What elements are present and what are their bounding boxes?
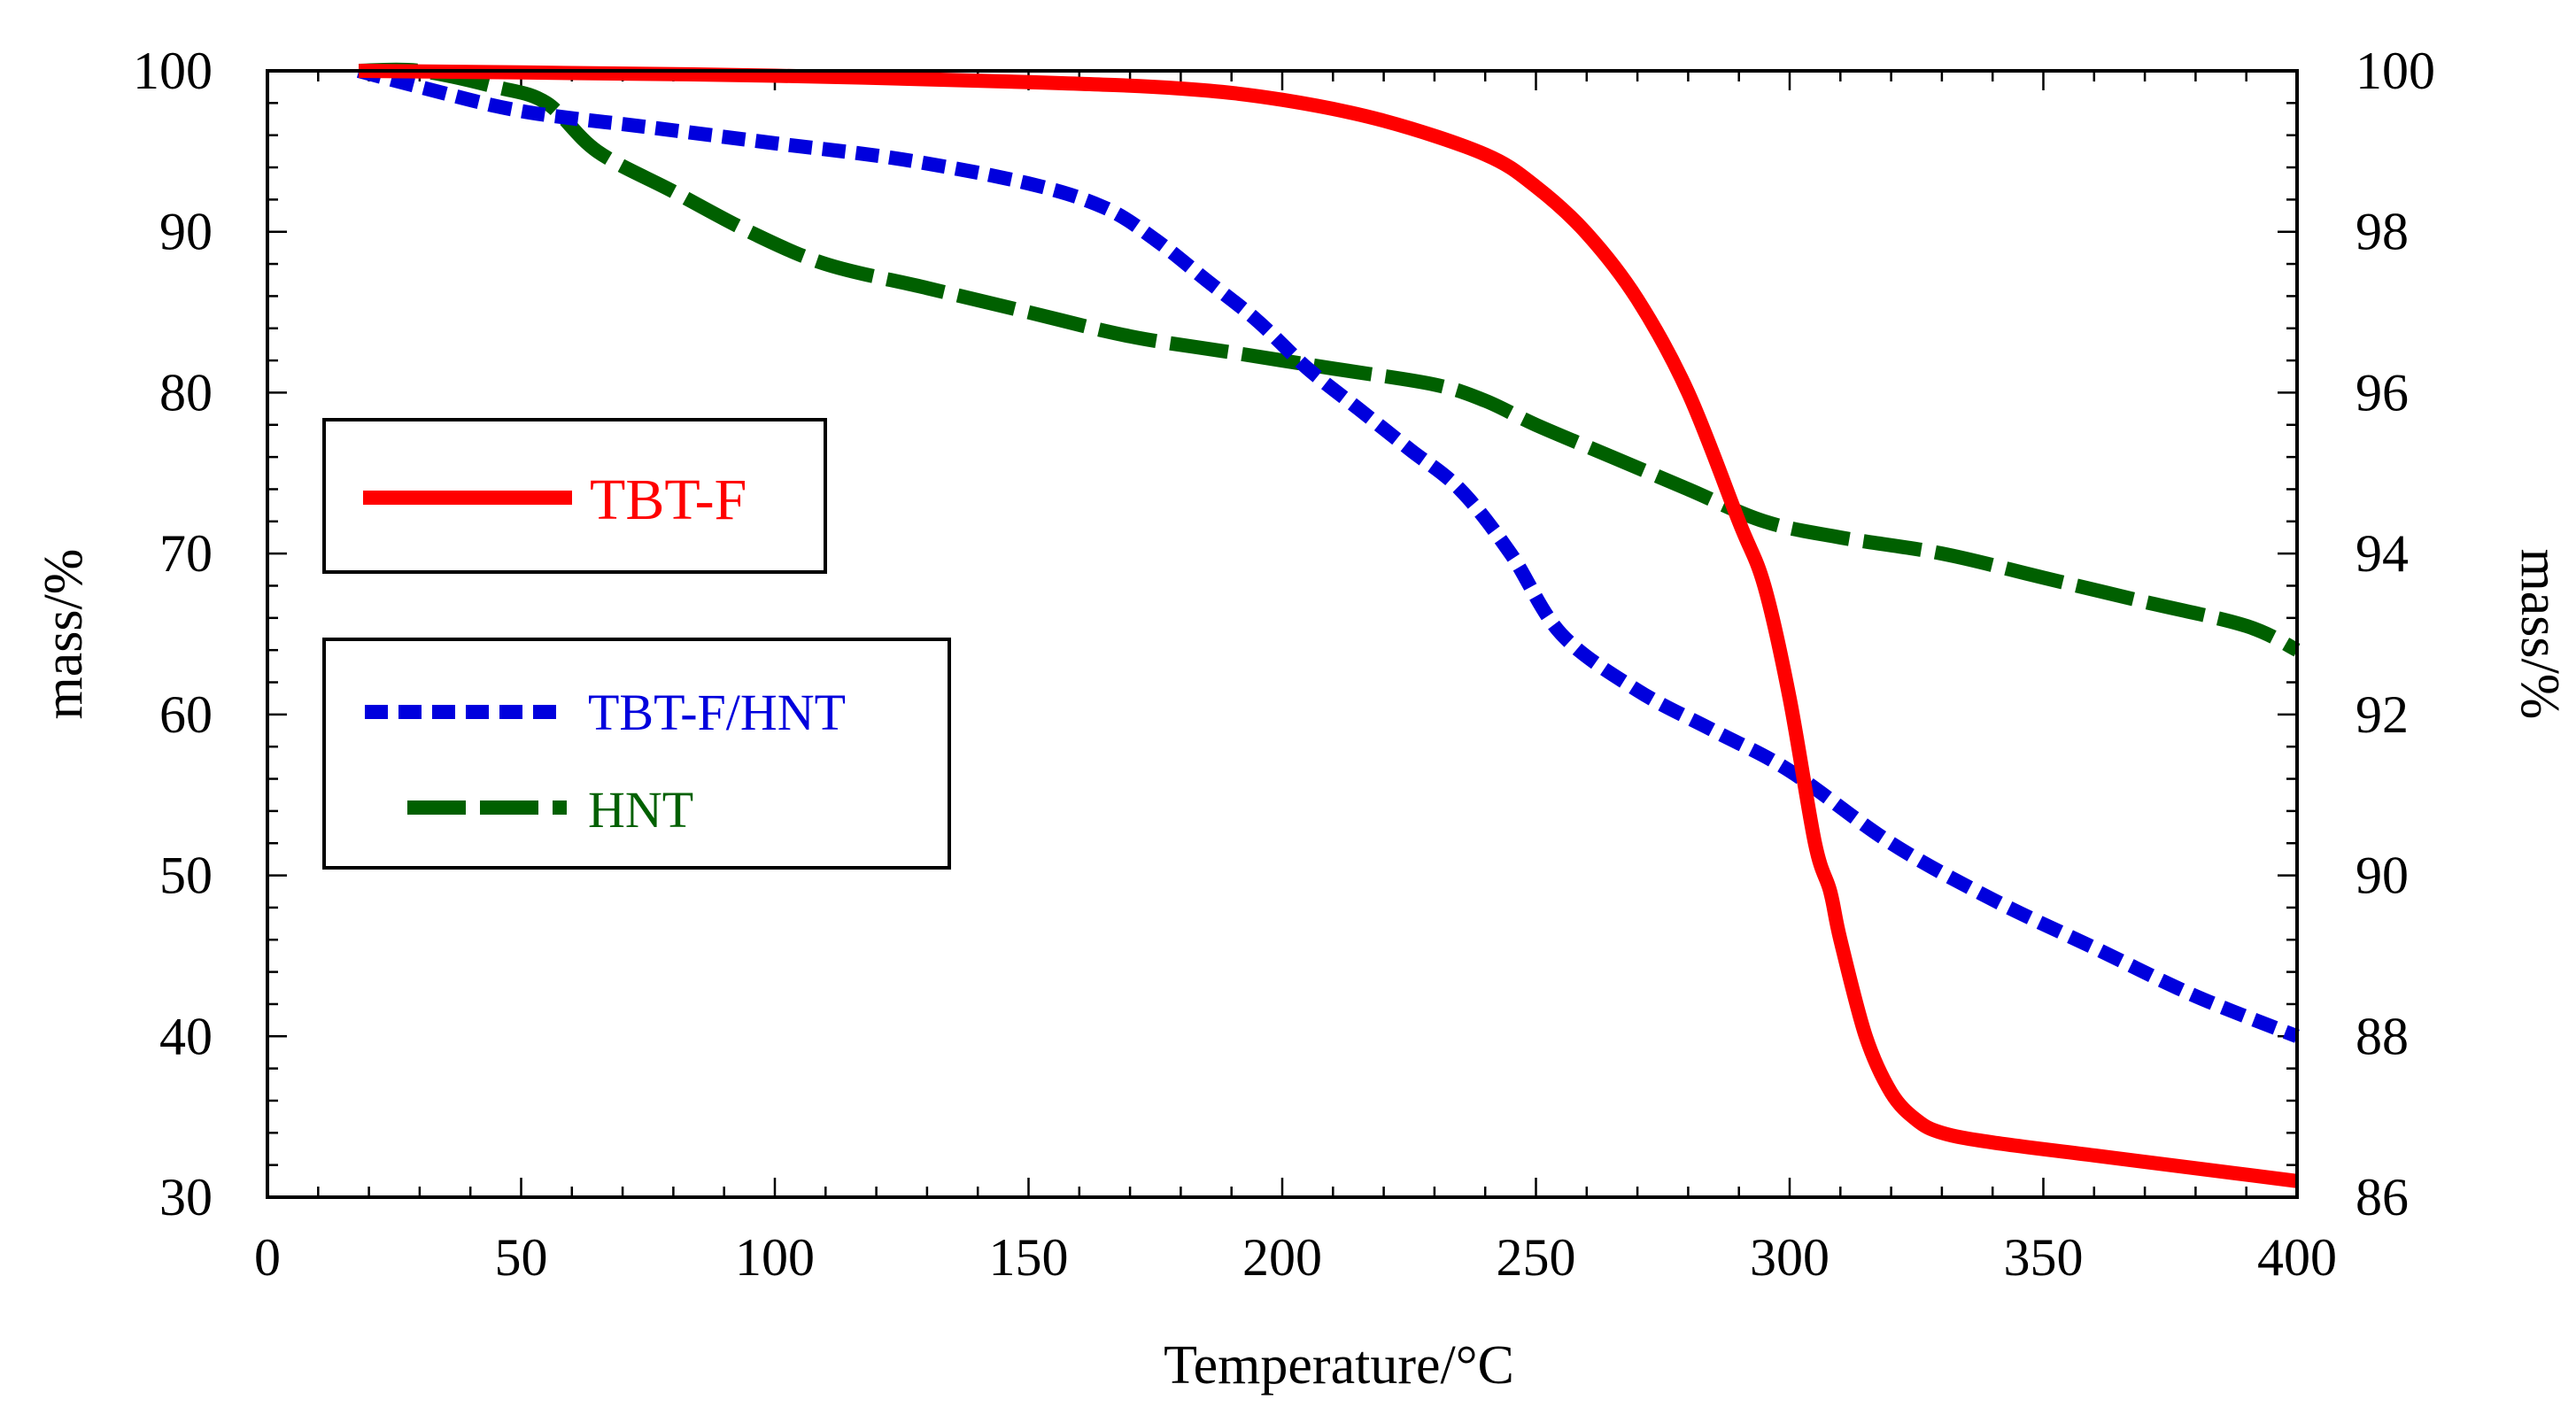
legend-label-hnt: HNT bbox=[588, 781, 693, 839]
x-axis-title: Temperature/°C bbox=[1164, 1335, 1514, 1396]
legend-label-tbtf-hnt: TBT-F/HNT bbox=[588, 684, 846, 741]
x-tick-label: 0 bbox=[254, 1228, 281, 1287]
tick-labels: 0 50 100 150 200 250 300 350 400 30 40 50 60 70 80 90 10… bbox=[133, 42, 2435, 1287]
y-right-tick-label: 94 bbox=[2356, 524, 2409, 583]
x-tick-label: 100 bbox=[735, 1228, 815, 1287]
x-tick-label: 250 bbox=[1497, 1228, 1576, 1287]
y-left-tick-label: 80 bbox=[159, 363, 213, 421]
x-tick-label: 200 bbox=[1242, 1228, 1322, 1287]
y-axis-title-right: mass/% bbox=[2510, 549, 2570, 720]
y-right-tick-label: 88 bbox=[2356, 1007, 2409, 1065]
x-tick-label: 350 bbox=[2004, 1228, 2084, 1287]
x-tick-label: 400 bbox=[2257, 1228, 2337, 1287]
tick-marks bbox=[266, 69, 2299, 1199]
series-lines bbox=[357, 62, 2301, 1188]
y-right-tick-label: 96 bbox=[2356, 363, 2409, 421]
y-right-tick-label: 90 bbox=[2356, 847, 2409, 905]
y-left-tick-label: 100 bbox=[133, 42, 213, 100]
series-line-hnt bbox=[358, 62, 2301, 657]
y-right-tick-label: 100 bbox=[2356, 42, 2435, 100]
x-tick-label: 150 bbox=[989, 1228, 1069, 1287]
y-axis-title-left: mass/% bbox=[34, 549, 94, 720]
legend-box-hnt: TBT-F/HNT HNT bbox=[322, 638, 951, 870]
series-line-tbt-f-hnt bbox=[357, 64, 2300, 1043]
series-line-tbt-f bbox=[359, 64, 2298, 1188]
y-left-tick-label: 50 bbox=[159, 847, 213, 905]
legend-label-tbtf: TBT-F bbox=[590, 468, 746, 532]
x-tick-label: 300 bbox=[1750, 1228, 1830, 1287]
x-tick-label: 50 bbox=[495, 1228, 548, 1287]
y-left-tick-label: 40 bbox=[159, 1007, 213, 1065]
plot-frame bbox=[266, 69, 2299, 1199]
legend-frame-2 bbox=[322, 638, 951, 870]
y-right-tick-label: 98 bbox=[2356, 203, 2409, 261]
y-left-tick-label: 30 bbox=[159, 1168, 213, 1226]
y-left-tick-label: 90 bbox=[159, 203, 213, 261]
y-left-tick-label: 70 bbox=[159, 524, 213, 583]
y-left-tick-label: 60 bbox=[159, 685, 213, 744]
legend-box-tbtf: TBT-F bbox=[322, 418, 827, 574]
y-right-tick-label: 86 bbox=[2356, 1168, 2409, 1226]
y-right-tick-label: 92 bbox=[2356, 685, 2409, 744]
